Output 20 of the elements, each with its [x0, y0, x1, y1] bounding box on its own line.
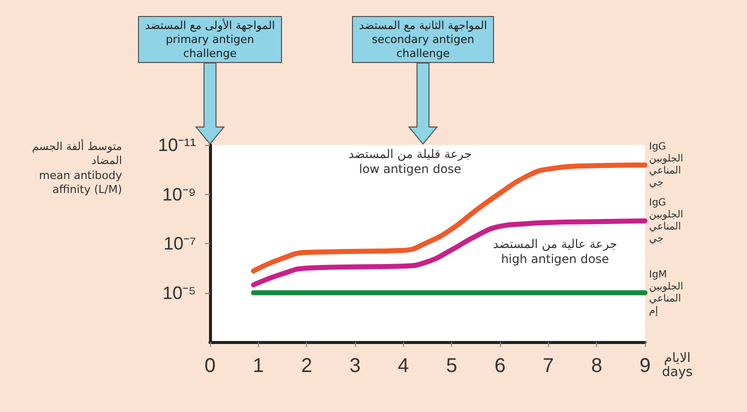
x-tick-label: 4 — [398, 355, 409, 377]
x-tick-label: 7 — [542, 355, 554, 377]
x-tick-label: 2 — [301, 355, 312, 377]
x-tick-label: 9 — [639, 355, 651, 377]
y-tick-label: 10⁻⁵ — [162, 282, 196, 303]
x-tick-label: 8 — [591, 355, 602, 377]
annotation: جرعة قليلة من المستضد low antigen dose — [348, 147, 472, 177]
x-axis-title: الايام days — [662, 351, 693, 381]
y-tick-label: 10⁻⁷ — [163, 234, 196, 254]
y-tick-label: 10⁻⁹ — [162, 184, 196, 204]
x-tick-label: 0 — [204, 355, 216, 377]
x-tick-label: 5 — [446, 355, 458, 377]
annotation: جرعة عالية من المستضد high antigen dose — [493, 237, 618, 267]
y-axis-title: متوسط ألفة الجسم المضاد mean antibody affinity (L/M) — [30, 140, 122, 198]
text: المواجهة الأولى مع المستضد primary antigen challenge — [138, 16, 282, 64]
x-tick-label: 3 — [349, 355, 361, 377]
x-tick-label: 6 — [494, 355, 506, 377]
x-tick-label: 1 — [252, 355, 264, 377]
y-tick-label: 10⁻¹¹ — [158, 135, 196, 155]
text: المواجهة الثانية مع المستضد secondary antigen challenge — [352, 16, 494, 64]
